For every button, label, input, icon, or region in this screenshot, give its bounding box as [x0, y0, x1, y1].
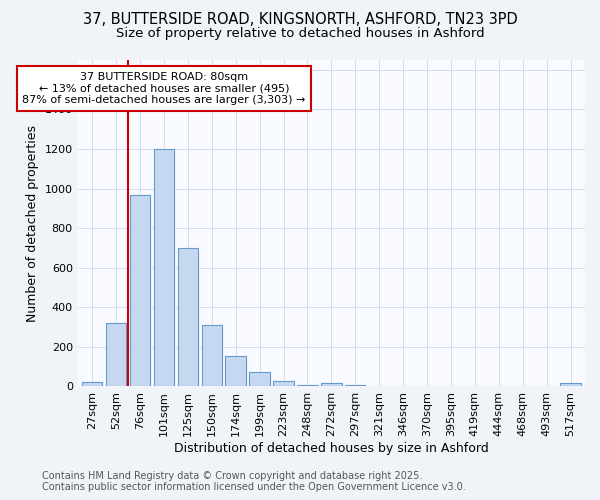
Bar: [178, 248, 198, 386]
Bar: [106, 323, 126, 386]
Bar: [560, 383, 581, 386]
X-axis label: Distribution of detached houses by size in Ashford: Distribution of detached houses by size …: [174, 442, 489, 455]
Bar: [202, 325, 222, 386]
Bar: [274, 380, 293, 386]
Y-axis label: Number of detached properties: Number of detached properties: [26, 124, 39, 322]
Text: 37, BUTTERSIDE ROAD, KINGSNORTH, ASHFORD, TN23 3PD: 37, BUTTERSIDE ROAD, KINGSNORTH, ASHFORD…: [83, 12, 517, 28]
Bar: [250, 372, 270, 386]
Text: Size of property relative to detached houses in Ashford: Size of property relative to detached ho…: [116, 28, 484, 40]
Bar: [82, 382, 102, 386]
Text: Contains HM Land Registry data © Crown copyright and database right 2025.
Contai: Contains HM Land Registry data © Crown c…: [42, 471, 466, 492]
Text: 37 BUTTERSIDE ROAD: 80sqm
← 13% of detached houses are smaller (495)
87% of semi: 37 BUTTERSIDE ROAD: 80sqm ← 13% of detac…: [22, 72, 305, 105]
Bar: [226, 356, 246, 386]
Bar: [130, 194, 150, 386]
Bar: [321, 383, 341, 386]
Bar: [154, 149, 174, 386]
